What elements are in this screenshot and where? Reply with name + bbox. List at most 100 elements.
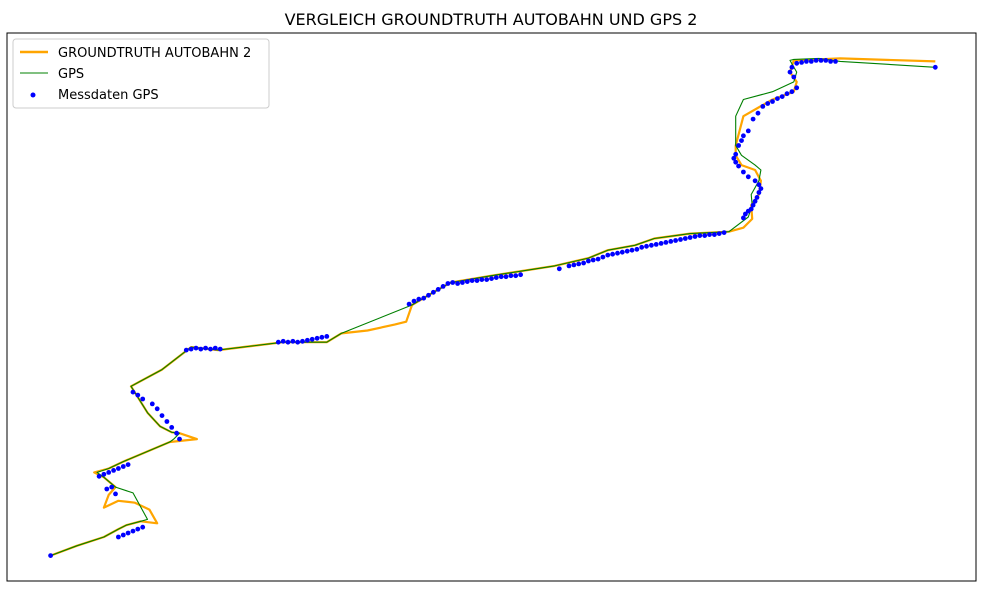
scatter-point bbox=[808, 59, 814, 64]
scatter-point bbox=[741, 215, 746, 221]
scatter-point bbox=[556, 266, 562, 272]
scatter-point bbox=[702, 233, 708, 239]
scatter-point bbox=[754, 195, 760, 200]
scatter-point bbox=[595, 256, 601, 262]
scatter-point bbox=[736, 163, 741, 169]
scatter-point bbox=[758, 186, 764, 192]
scatter-point bbox=[290, 338, 296, 344]
scatter-point bbox=[739, 138, 744, 144]
scatter-point bbox=[149, 401, 155, 407]
scatter-point bbox=[697, 233, 703, 239]
scatter-point bbox=[629, 247, 635, 253]
scatter-point bbox=[280, 338, 286, 344]
scatter-point bbox=[770, 99, 775, 104]
scatter-point bbox=[484, 277, 490, 282]
scatter-point bbox=[319, 334, 325, 340]
scatter-point bbox=[300, 338, 305, 344]
scatter-point bbox=[109, 484, 115, 490]
scatter-point bbox=[450, 280, 456, 285]
scatter-point bbox=[435, 287, 441, 292]
scatter-point bbox=[743, 211, 748, 217]
scatter-point bbox=[639, 244, 645, 250]
legend-label-groundtruth: GROUNDTRUTH AUTOBAHN 2 bbox=[58, 46, 251, 61]
legend: GROUNDTRUTH AUTOBAHN 2 GPS Messdaten GPS bbox=[12, 38, 270, 109]
scatter-point bbox=[576, 261, 582, 267]
scatter-point bbox=[745, 128, 751, 134]
scatter-point bbox=[440, 284, 446, 289]
scatter-point bbox=[421, 295, 427, 301]
scatter-point bbox=[513, 273, 519, 279]
scatter-point bbox=[188, 346, 194, 352]
scatter-point bbox=[752, 198, 758, 204]
scatter-point bbox=[687, 235, 693, 240]
scatter-point bbox=[217, 346, 223, 352]
scatter-point bbox=[750, 116, 756, 122]
scatter-point bbox=[804, 59, 809, 64]
scatter-point bbox=[755, 110, 761, 116]
scatter-point bbox=[716, 231, 722, 237]
scatter-point bbox=[818, 58, 824, 63]
scatter-point bbox=[619, 249, 625, 255]
scatter-point bbox=[508, 273, 514, 279]
scatter-point bbox=[932, 64, 938, 70]
scatter-point bbox=[116, 534, 121, 540]
scatter-point bbox=[752, 178, 758, 184]
scatter-point bbox=[741, 169, 746, 175]
scatter-point bbox=[828, 59, 833, 64]
scatter-point bbox=[305, 337, 310, 343]
scatter-point bbox=[741, 133, 746, 139]
scatter-point bbox=[198, 346, 204, 352]
legend-label-gps: GPS bbox=[58, 67, 84, 82]
scatter-point bbox=[120, 532, 126, 538]
scatter-point bbox=[823, 58, 829, 63]
scatter-point bbox=[130, 389, 136, 395]
series-line-groundtruth bbox=[50, 57, 936, 557]
scatter-point bbox=[106, 470, 112, 475]
scatter-point bbox=[140, 396, 146, 402]
scatter-point bbox=[426, 292, 431, 298]
scatter-point bbox=[649, 242, 654, 248]
scatter-point bbox=[644, 243, 649, 249]
scatter-point bbox=[624, 248, 630, 254]
scatter-point bbox=[324, 334, 330, 339]
scatter-point bbox=[673, 238, 678, 243]
legend-label-scatter: Messdaten GPS bbox=[58, 88, 159, 103]
scatter-point bbox=[586, 258, 591, 264]
scatter-point bbox=[750, 202, 756, 208]
scatter-point bbox=[590, 257, 596, 263]
scatter-point bbox=[411, 298, 417, 304]
scatter-point bbox=[479, 277, 485, 282]
scatter-point bbox=[787, 69, 793, 75]
scatter-point bbox=[416, 296, 422, 302]
scatter-point bbox=[775, 96, 780, 101]
scatter-point bbox=[208, 346, 213, 352]
scatter-point bbox=[164, 419, 170, 424]
scatter-point bbox=[712, 232, 717, 238]
scatter-point bbox=[600, 254, 606, 260]
plot-area bbox=[6, 32, 977, 582]
scatter-point bbox=[275, 339, 281, 345]
scatter-point bbox=[125, 462, 131, 467]
scatter-point bbox=[455, 281, 460, 286]
scatter-point bbox=[169, 425, 175, 430]
scatter-point bbox=[130, 528, 136, 534]
scatter-point bbox=[285, 339, 291, 345]
scatter-point bbox=[799, 60, 804, 65]
scatter-point bbox=[135, 392, 141, 398]
scatter-point bbox=[183, 347, 189, 353]
scatter-point bbox=[615, 250, 620, 256]
scatter-point bbox=[678, 237, 683, 242]
scatter-point bbox=[48, 553, 53, 558]
scatter-point bbox=[314, 335, 320, 341]
scatter-point bbox=[140, 524, 146, 530]
scatter-point bbox=[668, 239, 674, 244]
scatter-point bbox=[658, 241, 664, 246]
scatter-point bbox=[653, 242, 659, 247]
scatter-point bbox=[489, 276, 494, 281]
scatter-point bbox=[406, 301, 412, 307]
legend-box bbox=[12, 38, 270, 109]
scatter-point bbox=[748, 206, 754, 212]
scatter-point bbox=[174, 430, 180, 436]
scatter-point bbox=[101, 471, 107, 477]
